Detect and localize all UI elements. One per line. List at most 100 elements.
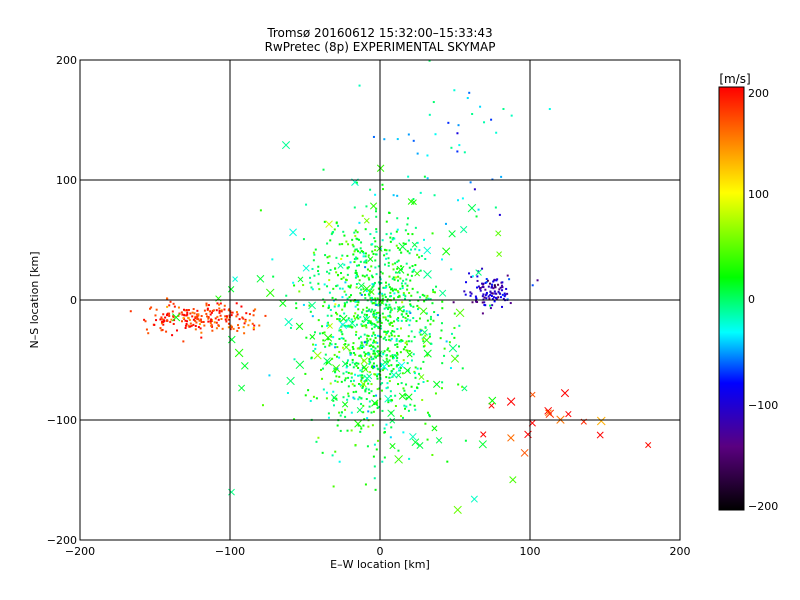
scatter-point: [162, 323, 165, 326]
scatter-point: [326, 242, 329, 245]
scatter-point: [388, 338, 391, 341]
scatter-point: [395, 339, 398, 342]
scatter-point: [206, 308, 209, 311]
scatter-point: [482, 283, 485, 286]
scatter-point: [500, 175, 503, 178]
scatter-point: [375, 315, 378, 318]
scatter-point: [450, 268, 453, 271]
scatter-point: [443, 354, 446, 357]
scatter-point: [366, 445, 369, 448]
scatter-point: [422, 360, 425, 363]
scatter-point: [396, 345, 399, 348]
scatter-point: [477, 285, 480, 288]
scatter-point: [453, 89, 456, 92]
scatter-point: [238, 318, 241, 321]
scatter-point: [373, 326, 376, 329]
scatter-point: [353, 397, 356, 400]
scatter-point: [388, 314, 391, 317]
scatter-point: [188, 319, 191, 322]
scatter-point: [342, 276, 345, 279]
scatter-point: [350, 318, 353, 321]
scatter-point: [343, 324, 346, 327]
scatter-point: [376, 377, 379, 380]
scatter-point: [235, 302, 238, 305]
scatter-point: [370, 411, 373, 414]
scatter-point: [360, 397, 363, 400]
scatter-point: [392, 194, 395, 197]
scatter-point: [413, 335, 416, 338]
scatter-point: [346, 359, 349, 362]
scatter-point: [387, 283, 390, 286]
scatter-point: [377, 287, 380, 290]
scatter-point: [332, 299, 335, 302]
scatter-point: [165, 330, 168, 333]
scatter-point: [378, 300, 381, 303]
scatter-point: [342, 230, 345, 233]
scatter-point: [428, 59, 431, 62]
scatter-point: [203, 324, 206, 327]
scatter-point-cross: [238, 384, 246, 392]
scatter-point-cross: [509, 476, 517, 484]
scatter-point: [334, 379, 337, 382]
scatter-point: [390, 337, 393, 340]
scatter-point: [374, 253, 377, 256]
scatter-point-cross: [363, 217, 370, 224]
scatter-point: [200, 331, 203, 334]
scatter-point: [361, 214, 364, 217]
scatter-point: [503, 295, 506, 298]
y-tick-label: 0: [70, 294, 77, 307]
scatter-point: [336, 367, 339, 370]
scatter-point: [413, 389, 416, 392]
scatter-point: [404, 316, 407, 319]
scatter-point-cross: [450, 354, 460, 363]
scatter-point: [492, 280, 495, 283]
scatter-point: [400, 339, 403, 342]
scatter-point: [172, 322, 175, 325]
scatter-point: [419, 367, 422, 370]
scatter-point: [404, 282, 407, 285]
scatter-point: [345, 279, 348, 282]
scatter-point: [252, 314, 255, 317]
scatter-point: [364, 228, 367, 231]
scatter-point: [364, 483, 367, 486]
scatter-point: [352, 396, 355, 399]
plot-frame: [79, 59, 681, 541]
scatter-point-cross: [330, 394, 338, 402]
scatter-point: [372, 135, 375, 138]
scatter-point-cross: [342, 343, 350, 351]
scatter-point: [371, 276, 374, 279]
scatter-point: [397, 291, 400, 294]
scatter-point: [490, 292, 493, 295]
scatter-point: [381, 294, 384, 297]
scatter-point: [327, 412, 330, 415]
scatter-point: [408, 252, 411, 255]
scatter-point: [396, 353, 399, 356]
scatter-point: [389, 295, 392, 298]
scatter-point: [327, 306, 330, 309]
scatter-point: [395, 364, 398, 367]
scatter-point: [332, 390, 335, 393]
scatter-point: [322, 339, 325, 342]
scatter-point: [356, 347, 359, 350]
scatter-point: [335, 285, 338, 288]
scatter-point: [374, 324, 377, 327]
scatter-point: [212, 309, 215, 312]
scatter-point: [411, 287, 414, 290]
scatter-point: [399, 277, 402, 280]
scatter-point: [416, 367, 419, 370]
scatter-point: [388, 350, 391, 353]
scatter-point: [302, 303, 305, 306]
scatter-point: [352, 315, 355, 318]
scatter-point-cross: [387, 409, 395, 417]
scatter-point: [453, 336, 456, 339]
scatter-point: [159, 318, 162, 321]
scatter-point: [430, 342, 433, 345]
scatter-point: [363, 341, 366, 344]
scatter-point: [330, 314, 333, 317]
scatter-point: [390, 332, 393, 335]
scatter-point: [354, 258, 357, 261]
scatter-point-cross: [496, 251, 503, 258]
scatter-point: [323, 283, 326, 286]
scatter-point: [210, 324, 213, 327]
scatter-point: [426, 177, 429, 180]
